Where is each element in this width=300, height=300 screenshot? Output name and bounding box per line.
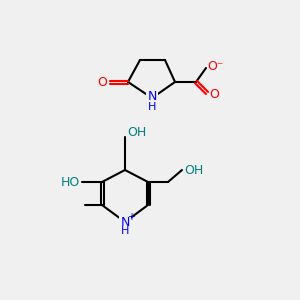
Text: O⁻: O⁻ [208, 59, 224, 73]
Text: N: N [147, 91, 157, 103]
Text: +: + [127, 212, 135, 222]
Text: O: O [209, 88, 219, 101]
Text: HO: HO [60, 176, 80, 188]
Text: N: N [120, 215, 130, 229]
Text: H: H [148, 102, 156, 112]
Text: OH: OH [128, 125, 147, 139]
Text: O: O [97, 76, 107, 88]
Text: H: H [121, 226, 129, 236]
Text: OH: OH [184, 164, 204, 176]
